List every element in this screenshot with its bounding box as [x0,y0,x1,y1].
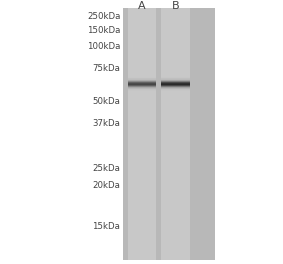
Text: A: A [138,1,146,11]
Bar [128,87,156,88]
Bar [128,78,156,79]
Bar [161,85,190,86]
Bar [161,84,190,85]
Bar [128,77,156,78]
Bar [128,8,156,260]
Bar [128,86,156,87]
Text: B: B [172,1,179,11]
Bar [161,78,190,79]
Text: 100kDa: 100kDa [87,42,120,51]
Bar [161,86,190,87]
Text: 150kDa: 150kDa [87,26,120,35]
Bar [128,84,156,85]
Bar [161,79,190,80]
Bar [128,83,156,84]
Bar [161,80,190,81]
Bar [161,83,190,84]
Bar [128,81,156,82]
Bar [161,89,190,90]
Bar [161,77,190,78]
Bar [161,82,190,83]
Text: 20kDa: 20kDa [93,181,120,190]
Bar [128,90,156,91]
Bar [128,89,156,90]
Bar [161,90,190,91]
Text: 25kDa: 25kDa [93,164,120,173]
Bar [128,85,156,86]
Text: 15kDa: 15kDa [93,222,120,231]
Bar [128,80,156,81]
Text: 75kDa: 75kDa [93,64,120,73]
Bar [128,79,156,80]
Bar [123,8,215,260]
Text: 37kDa: 37kDa [93,119,120,128]
Text: 50kDa: 50kDa [93,97,120,106]
Bar [161,8,190,260]
Text: 250kDa: 250kDa [87,12,120,21]
Bar [161,87,190,88]
Bar [161,88,190,89]
Bar [161,81,190,82]
Bar [128,82,156,83]
Bar [128,88,156,89]
